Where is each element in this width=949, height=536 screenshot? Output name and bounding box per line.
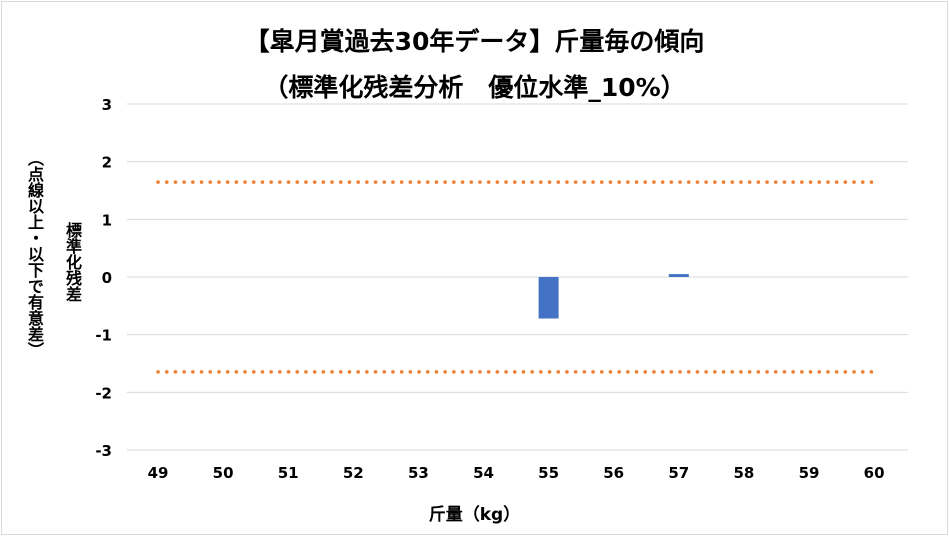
x-tick-label: 58 (733, 464, 754, 482)
x-axis-label: 斤量（kg） (428, 505, 521, 525)
threshold-lines (156, 180, 877, 374)
y-tick-label: 3 (102, 96, 112, 114)
x-tick-label: 51 (278, 464, 299, 482)
x-tick-label: 50 (213, 464, 234, 482)
x-tick-label: 53 (408, 464, 429, 482)
y-tick-label: -2 (95, 384, 112, 402)
x-tick-label: 56 (603, 464, 624, 482)
y-tick-label: 0 (102, 269, 112, 287)
bar-55 (538, 277, 559, 319)
x-tick-label: 52 (343, 464, 364, 482)
x-tick-label: 59 (799, 464, 820, 482)
y-tick-label: 2 (102, 154, 112, 172)
x-tick-label: 60 (864, 464, 885, 482)
bar-57 (668, 274, 689, 277)
y-axis-sublabel: （点線以上・以下で有意差） (25, 150, 44, 358)
x-tick-label: 49 (148, 464, 169, 482)
x-tick-label: 57 (668, 464, 689, 482)
x-tick-labels: 49 50 51 52 53 54 55 56 57 58 59 60 (148, 464, 885, 482)
chart-title: 【皐月賞過去30年データ】斤量毎の傾向 (244, 27, 705, 56)
bars (538, 274, 689, 319)
y-tick-labels: -3 -2 -1 0 1 2 3 (95, 96, 112, 460)
chart-subtitle: （標準化残差分析 優位水準_10%） (263, 73, 686, 102)
x-tick-label: 55 (538, 464, 559, 482)
y-tick-label: -1 (95, 327, 112, 345)
y-tick-label: 1 (102, 211, 112, 229)
y-tick-label: -3 (95, 442, 112, 460)
gridlines (127, 103, 908, 451)
x-tick-label: 54 (473, 464, 494, 482)
y-axis-label: 標準化残差 (63, 222, 82, 302)
